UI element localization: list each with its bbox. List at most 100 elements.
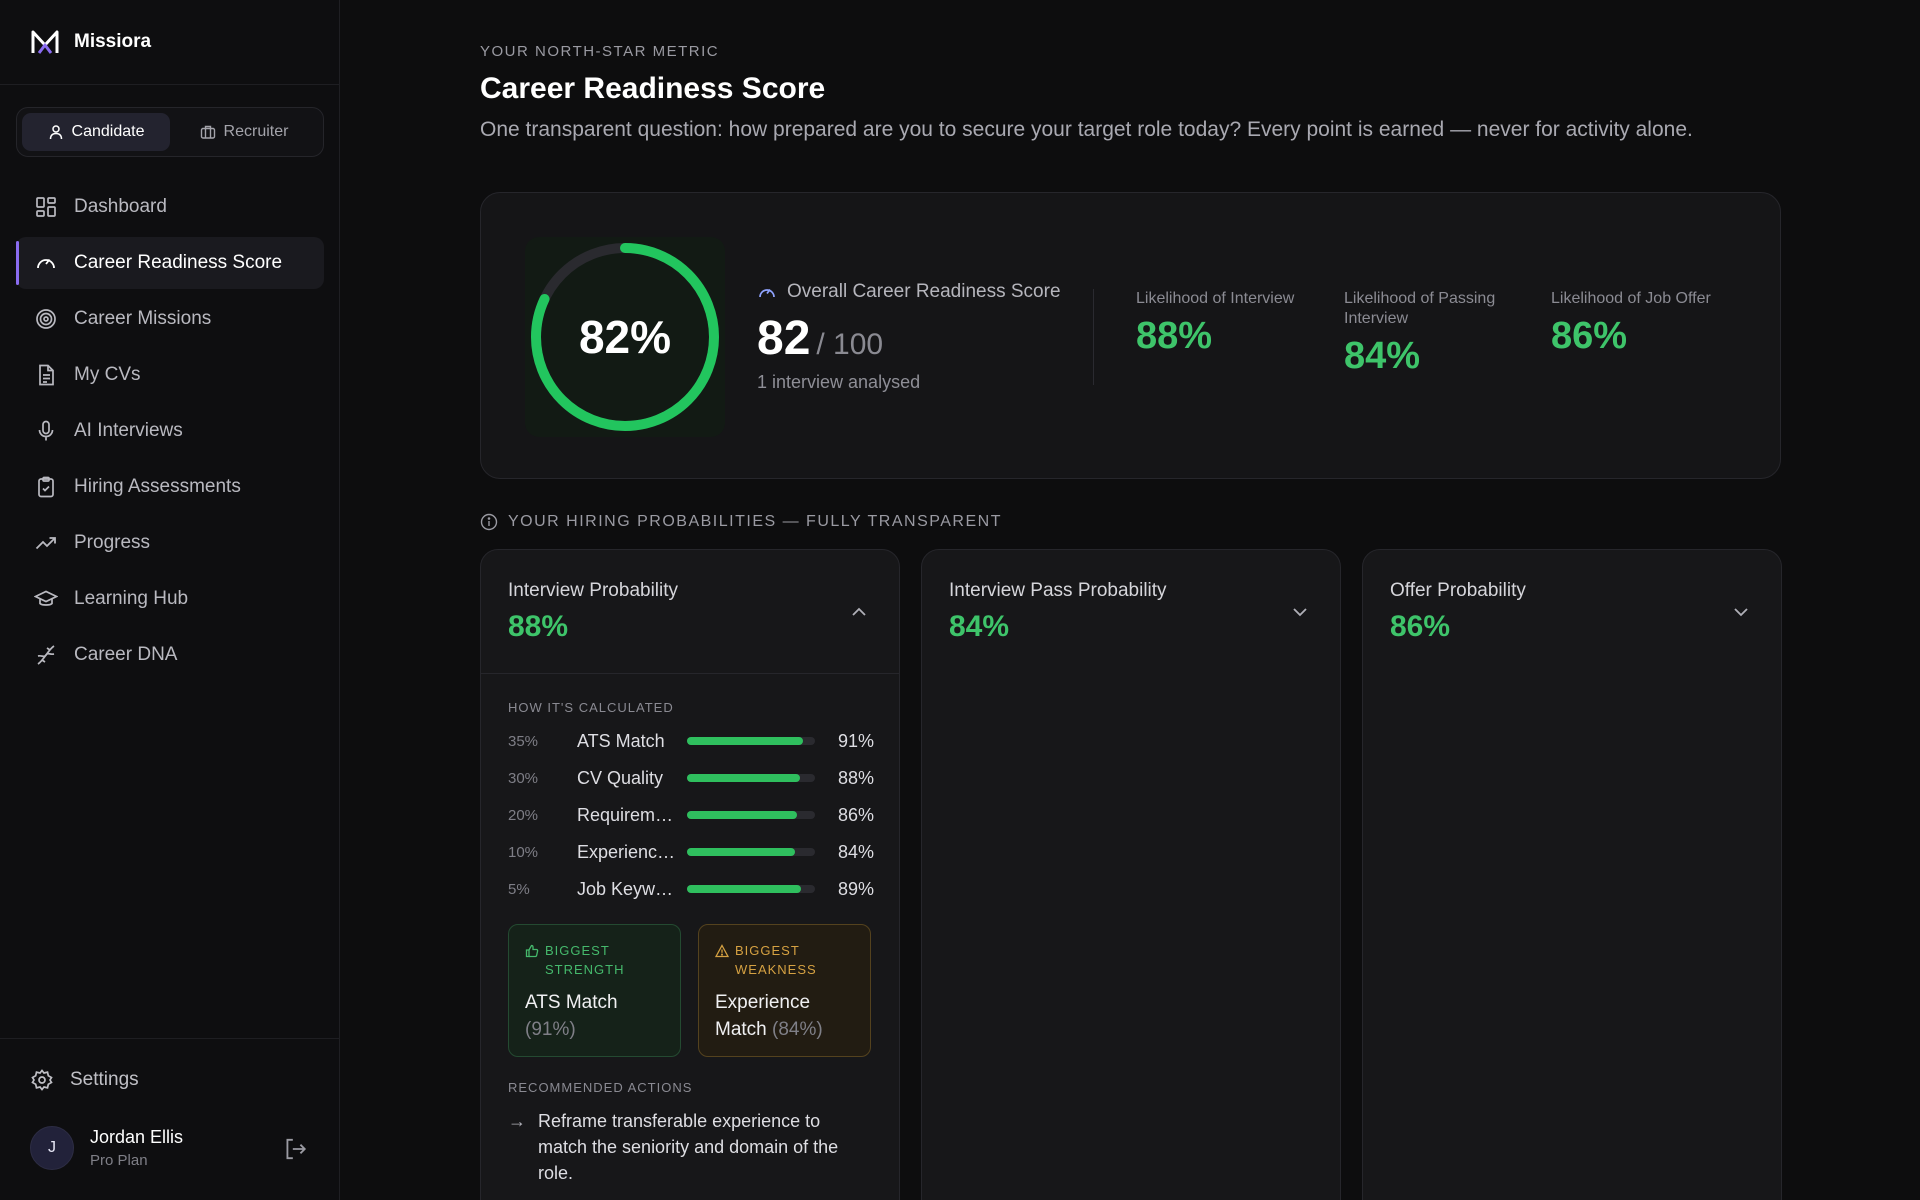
target-icon bbox=[36, 309, 56, 329]
strength-label: BIGGEST STRENGTH bbox=[545, 943, 625, 977]
sidebar-item-my-cvs[interactable]: My CVs bbox=[16, 349, 324, 401]
kpi-interview: Likelihood of Interview 88% bbox=[1136, 289, 1306, 358]
factor-weight: 20% bbox=[508, 806, 539, 824]
chevron-down-icon[interactable] bbox=[1731, 602, 1751, 622]
sidebar-item-label: Career Missions bbox=[74, 308, 212, 329]
strength-name: ATS Match bbox=[525, 992, 618, 1013]
user-plan: Pro Plan bbox=[90, 1152, 148, 1169]
factor-score: 91% bbox=[837, 730, 874, 751]
gauge-icon bbox=[759, 288, 775, 298]
briefcase-icon bbox=[200, 125, 215, 139]
sidebar-item-label: Dashboard bbox=[74, 196, 167, 217]
trending-up-icon bbox=[35, 537, 56, 550]
score-ring-label: 82% bbox=[578, 311, 672, 363]
factor-row: 30% CV Quality 88% bbox=[508, 766, 874, 790]
factor-name: Experience Match bbox=[577, 841, 677, 862]
score-card: 82% Overall Career Readiness Score 82 / … bbox=[480, 192, 1781, 479]
factor-bar bbox=[687, 811, 815, 819]
factor-name: Job Keywords bbox=[577, 878, 677, 899]
logout-icon[interactable] bbox=[282, 1136, 308, 1162]
card-value: 88% bbox=[508, 610, 569, 643]
factor-bar bbox=[687, 774, 815, 782]
sidebar-item-learning-hub[interactable]: Learning Hub bbox=[16, 573, 324, 625]
sidebar-item-career-readiness-score[interactable]: Career Readiness Score bbox=[16, 237, 324, 289]
offer-probability-card[interactable]: Offer Probability 86% bbox=[1362, 549, 1782, 1200]
arrow-right-icon: → bbox=[508, 1111, 526, 1131]
factor-weight: 35% bbox=[508, 732, 539, 750]
overall-score-value: 82 bbox=[757, 312, 811, 365]
interviews-analysed: 1 interview analysed bbox=[757, 372, 921, 392]
sidebar-item-dashboard[interactable]: Dashboard bbox=[16, 181, 324, 233]
sidebar-item-label: Learning Hub bbox=[74, 588, 189, 609]
factor-row: 35% ATS Match 91% bbox=[508, 729, 874, 753]
card-value: 86% bbox=[1390, 610, 1451, 643]
sidebar-nav: Dashboard Career Readiness Score Career … bbox=[16, 181, 324, 685]
recommendation-item[interactable]: → Reframe transferable experience to mat… bbox=[508, 1108, 874, 1186]
sidebar-item-progress[interactable]: Progress bbox=[16, 517, 324, 569]
recommendation-text: Reframe transferable experience to match… bbox=[538, 1111, 839, 1183]
brand[interactable]: Missiora bbox=[30, 28, 151, 56]
sidebar-item-ai-interviews[interactable]: AI Interviews bbox=[16, 405, 324, 457]
card-title[interactable]: Offer Probability bbox=[1390, 580, 1526, 601]
factor-bar bbox=[687, 737, 815, 745]
factor-row: 5% Job Keywords 89% bbox=[508, 877, 874, 901]
kpi-value: 86% bbox=[1551, 315, 1628, 357]
weakness-name: Experience Match bbox=[715, 992, 811, 1040]
factor-bar-fill bbox=[687, 774, 800, 782]
factor-score: 86% bbox=[837, 804, 874, 825]
interview-probability-card: Interview Probability 88% HOW IT'S CALCU… bbox=[480, 549, 900, 1200]
factor-weight: 5% bbox=[508, 880, 530, 898]
settings-link[interactable]: Settings bbox=[30, 1068, 139, 1092]
user-icon bbox=[49, 125, 62, 140]
sidebar-item-label: Hiring Assessments bbox=[74, 476, 241, 497]
interview-pass-probability-card[interactable]: Interview Pass Probability 84% bbox=[921, 549, 1341, 1200]
weakness-label: BIGGEST WEAKNESS bbox=[735, 943, 817, 977]
factor-bar-fill bbox=[687, 885, 801, 893]
factor-bar-fill bbox=[687, 811, 798, 819]
calculation-label: HOW IT'S CALCULATED bbox=[508, 700, 674, 715]
settings-label: Settings bbox=[70, 1069, 139, 1090]
card-title[interactable]: Interview Probability bbox=[508, 580, 679, 601]
gear-icon bbox=[31, 1069, 53, 1091]
page-subtitle: One transparent question: how prepared a… bbox=[480, 118, 1693, 141]
info-icon bbox=[480, 513, 498, 531]
dashboard-icon bbox=[36, 197, 56, 217]
warning-icon bbox=[715, 944, 729, 958]
brand-name: Missiora bbox=[74, 31, 152, 52]
sidebar-item-career-missions[interactable]: Career Missions bbox=[16, 293, 324, 345]
page-title: Career Readiness Score bbox=[480, 72, 826, 105]
kpi-value: 88% bbox=[1136, 315, 1213, 357]
biggest-weakness-box: BIGGEST WEAKNESS Experience Match (84%) bbox=[698, 924, 871, 1057]
kpi-passing-interview: Likelihood of Passing Interview 84% bbox=[1344, 289, 1514, 378]
chevron-up-icon[interactable] bbox=[849, 602, 869, 622]
score-ring-graphic bbox=[531, 243, 719, 431]
sidebar-item-label: My CVs bbox=[74, 364, 141, 385]
sidebar-item-hiring-assessments[interactable]: Hiring Assessments bbox=[16, 461, 324, 513]
sidebar-item-label: Career Readiness Score bbox=[74, 252, 283, 273]
divider bbox=[1093, 289, 1094, 385]
biggest-strength-box: BIGGEST STRENGTH ATS Match (91%) bbox=[508, 924, 681, 1057]
kpi-job-offer: Likelihood of Job Offer 86% bbox=[1551, 289, 1721, 358]
factor-row: 20% Requirements Match 86% bbox=[508, 803, 874, 827]
graduation-cap-icon bbox=[34, 590, 58, 606]
factor-row: 10% Experience Match 84% bbox=[508, 840, 874, 864]
factor-bar-fill bbox=[687, 848, 795, 856]
recruiter-label: Recruiter bbox=[223, 123, 289, 140]
user-profile[interactable]: J Jordan Ellis Pro Plan bbox=[30, 1126, 183, 1170]
user-name: Jordan Ellis bbox=[90, 1127, 184, 1147]
factor-weight: 10% bbox=[508, 843, 539, 861]
divider bbox=[481, 673, 899, 674]
gauge-icon bbox=[37, 258, 55, 269]
sidebar-item-career-dna[interactable]: Career DNA bbox=[16, 629, 324, 681]
overall-score: Overall Career Readiness Score 82 / 100 … bbox=[757, 281, 1061, 393]
logo-icon bbox=[31, 30, 59, 54]
factor-name: ATS Match bbox=[577, 730, 665, 751]
sidebar-item-label: Career DNA bbox=[74, 644, 178, 665]
sidebar-item-label: AI Interviews bbox=[74, 420, 183, 441]
chevron-down-icon[interactable] bbox=[1290, 602, 1310, 622]
thumbs-up-icon bbox=[525, 944, 539, 958]
candidate-role-button[interactable]: Candidate bbox=[22, 113, 170, 151]
recruiter-role-button[interactable]: Recruiter bbox=[170, 113, 318, 151]
sidebar: Missiora Candidate Recruiter Dashboard C… bbox=[0, 0, 340, 1200]
card-title[interactable]: Interview Pass Probability bbox=[949, 580, 1167, 601]
